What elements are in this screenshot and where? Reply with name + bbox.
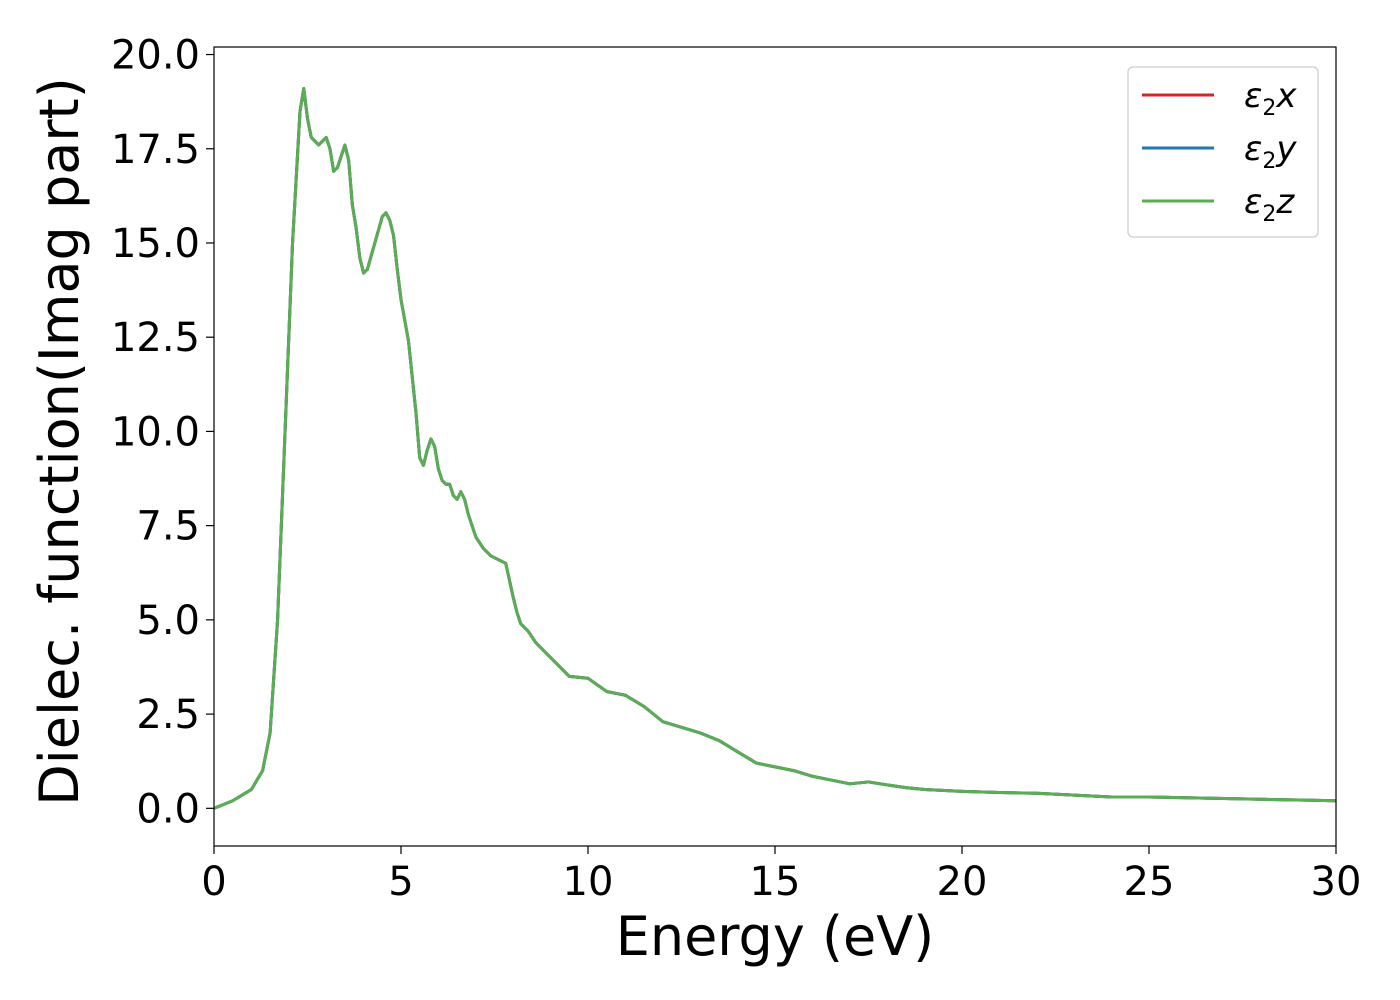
series-line-3 [214,86,1336,810]
x-tick-label: 5 [388,859,413,905]
axes: 0 5 10 15 20 25 30 0.0 2.5 5.0 7.5 10.0 12.5 15.0 17.5… [111,33,1362,905]
x-tick-label: 0 [201,859,226,905]
legend-label-1: ε2x [1244,76,1297,121]
legend: ε2x ε2y ε2z [1127,66,1319,238]
y-tick-label: 10.0 [111,409,200,455]
y-tick-label: 7.5 [136,504,200,550]
x-tick-label: 15 [750,859,801,905]
x-tick-label: 20 [937,859,988,905]
y-tick-label: 0.0 [136,786,200,832]
legend-label-3: ε2z [1244,182,1295,227]
plot-area [214,86,1336,810]
legend-box [1127,66,1319,238]
legend-label-2: ε2y [1244,129,1297,174]
x-tick-label: 30 [1311,859,1362,905]
x-tick-label: 10 [563,859,614,905]
y-axis-title: Dielec. function(Imag part) [28,77,91,806]
x-axis-title: Energy (eV) [616,905,935,968]
y-tick-label: 5.0 [136,598,200,644]
y-tick-label: 2.5 [136,692,200,738]
y-tick-label: 12.5 [111,315,200,361]
y-tick-label: 17.5 [111,127,200,173]
x-tick-label: 25 [1124,859,1175,905]
y-tick-label: 15.0 [111,221,200,267]
y-tick-label: 20.0 [111,33,200,79]
